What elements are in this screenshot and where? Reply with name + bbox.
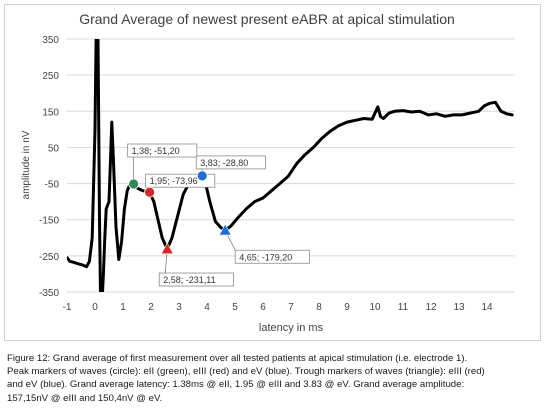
caption-line: Peak markers of waves (circle): eII (gre… [7, 366, 485, 378]
y-tick-label: 250 [42, 71, 59, 82]
y-tick-label: -50 [45, 180, 60, 191]
peak-marker [128, 178, 140, 190]
y-tick-label: -350 [39, 288, 59, 299]
chart-frame: Grand Average of newest present eABR at … [4, 4, 541, 341]
x-tick-label: 10 [369, 302, 381, 313]
trough-marker [160, 242, 174, 255]
callout-label: 4,65; -179,20 [239, 252, 292, 262]
x-tick-label: 7 [288, 302, 294, 313]
x-tick-label: 0 [92, 302, 98, 313]
x-tick-label: 9 [344, 302, 350, 313]
x-tick-label: 6 [260, 302, 266, 313]
callout-label: 1,38; -51,20 [132, 146, 180, 156]
x-tick-label: 14 [481, 302, 493, 313]
chart-title: Grand Average of newest present eABR at … [79, 11, 455, 27]
x-tick-label: 3 [176, 302, 182, 313]
callout-label: 1,95; -73,96 [150, 176, 198, 186]
x-tick-label: 2 [148, 302, 154, 313]
x-tick-label: -1 [63, 302, 72, 313]
callout-label: 3,83; -28,80 [200, 158, 248, 168]
x-tick-label: 8 [316, 302, 322, 313]
y-tick-label: -250 [39, 252, 59, 263]
peak-marker [144, 186, 156, 198]
x-axis-label: latency in ms [259, 322, 324, 334]
x-tick-label: 12 [425, 302, 437, 313]
x-tick-label: 13 [453, 302, 465, 313]
x-tick-label: 4 [204, 302, 210, 313]
figure-caption: Figure 12: Grand average of first measur… [7, 352, 543, 405]
x-tick-label: 1 [120, 302, 126, 313]
callout-box [234, 249, 310, 264]
y-tick-label: 150 [42, 107, 59, 118]
x-tick-label: 5 [232, 302, 238, 313]
y-tick-label: 50 [48, 143, 60, 154]
callout-box [195, 155, 266, 170]
chart: Grand Average of newest present eABR at … [21, 11, 515, 334]
caption-line: 157,15nV @ eIII and 150,4nV @ eV. [7, 392, 163, 404]
callout-label: 2,58; -231,11 [163, 275, 215, 285]
annotation-layer: 1,38; -51,20 1,95; -73,963,83; -28,80 2,58… [127, 143, 310, 287]
callout-box [127, 143, 198, 158]
y-tick-label: -150 [39, 216, 59, 227]
y-tick-label: 350 [42, 35, 59, 46]
callout-box [158, 272, 234, 287]
trough-marker [218, 223, 232, 236]
y-axis-label: amplitude in nV [21, 130, 32, 199]
caption-line: Figure 12: Grand average of first measur… [7, 353, 468, 364]
x-tick-label: 11 [398, 302, 409, 313]
peak-marker [196, 170, 208, 182]
marker-layer [128, 170, 232, 255]
caption-line: and eV (blue). Grand average latency: 1.… [7, 379, 465, 391]
